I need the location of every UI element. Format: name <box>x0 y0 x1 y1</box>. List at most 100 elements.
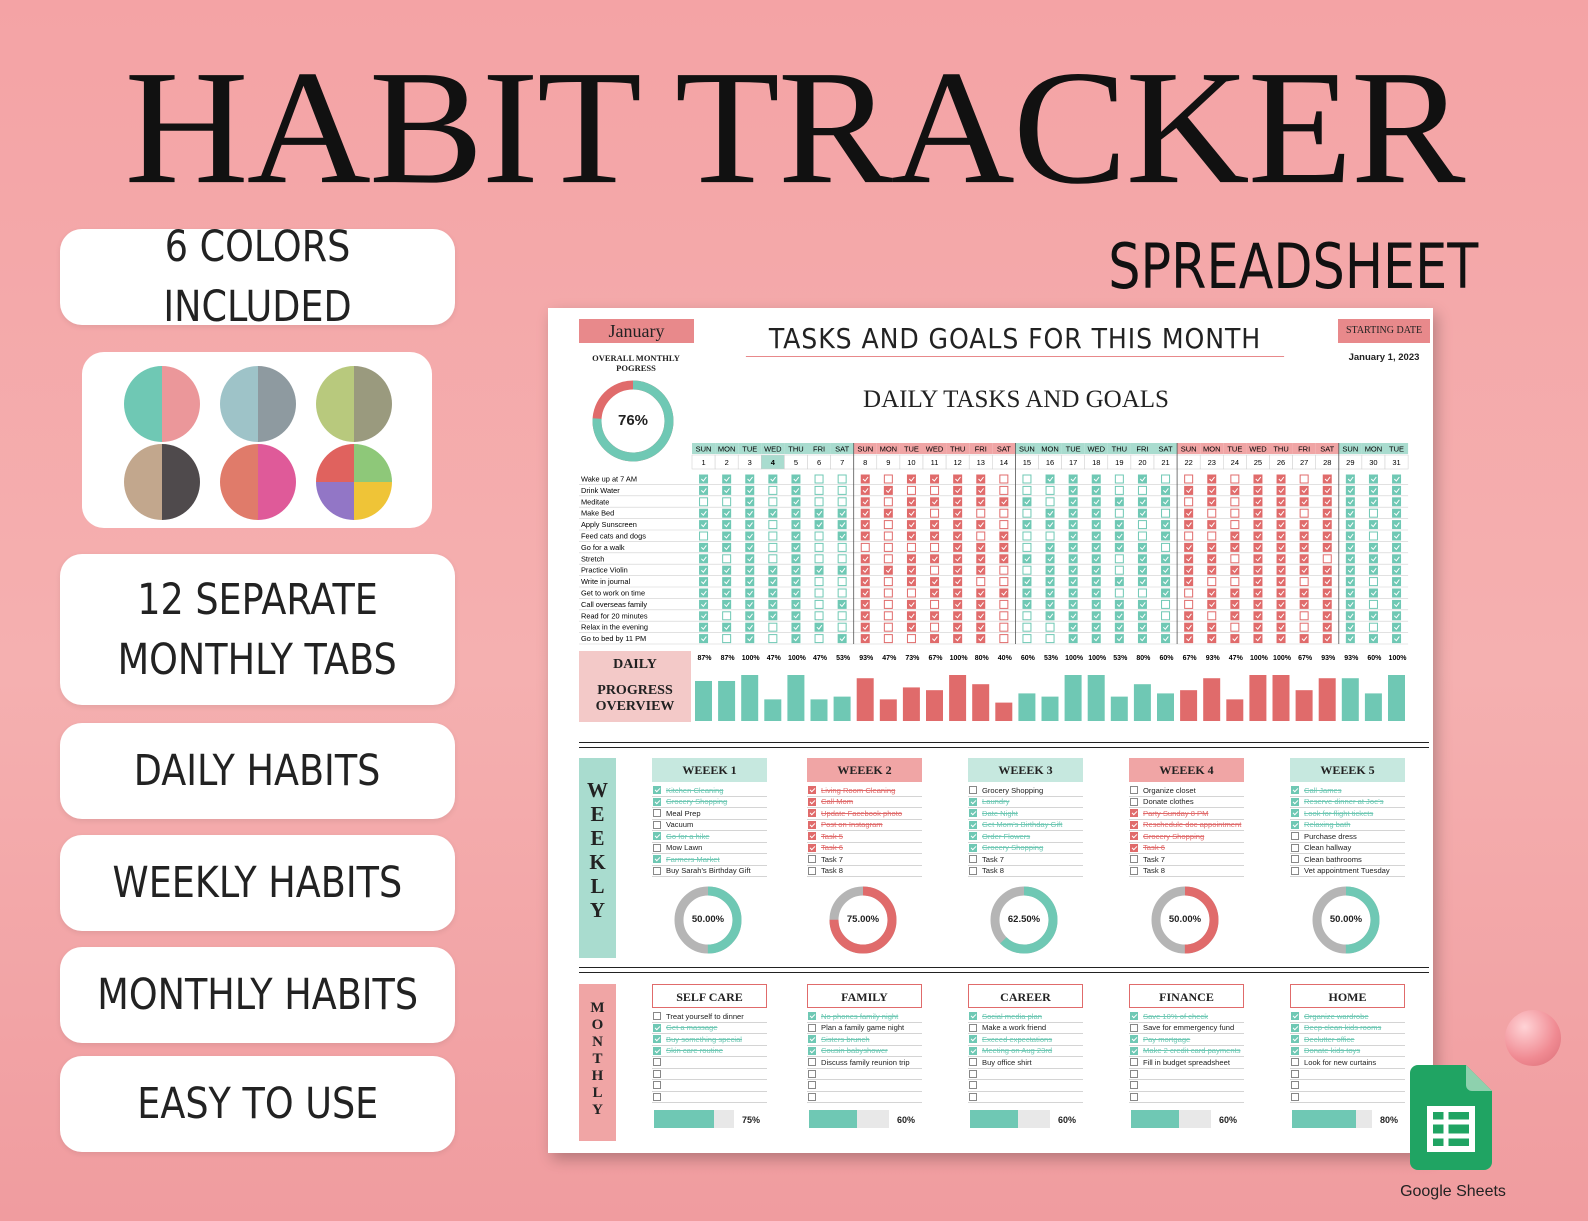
habit-checkbox[interactable] <box>1276 577 1286 587</box>
habit-checkbox[interactable] <box>1068 634 1078 644</box>
habit-checkbox[interactable] <box>1253 542 1263 552</box>
habit-checkbox[interactable] <box>1345 611 1355 621</box>
habit-checkbox[interactable] <box>1230 497 1240 507</box>
habit-checkbox[interactable] <box>1392 611 1402 621</box>
habit-checkbox[interactable] <box>1184 554 1194 564</box>
habit-checkbox[interactable] <box>1184 588 1194 598</box>
habit-checkbox[interactable] <box>837 497 847 507</box>
habit-checkbox[interactable] <box>1230 577 1240 587</box>
habit-checkbox[interactable] <box>768 634 778 644</box>
habit-checkbox[interactable] <box>1137 634 1147 644</box>
habit-checkbox[interactable] <box>906 634 916 644</box>
habit-checkbox[interactable] <box>1345 508 1355 518</box>
habit-checkbox[interactable] <box>1368 542 1378 552</box>
goal-checkbox[interactable] <box>1130 1092 1138 1101</box>
habit-checkbox[interactable] <box>906 611 916 621</box>
habit-checkbox[interactable] <box>1392 497 1402 507</box>
habit-checkbox[interactable] <box>1114 531 1124 541</box>
goal-checkbox[interactable] <box>808 1092 816 1101</box>
task-row[interactable]: Grocery Shopping <box>968 785 1083 797</box>
habit-checkbox[interactable] <box>722 611 732 621</box>
habit-checkbox[interactable] <box>976 577 986 587</box>
habit-checkbox[interactable] <box>1068 611 1078 621</box>
habit-checkbox[interactable] <box>953 485 963 495</box>
habit-checkbox[interactable] <box>906 599 916 609</box>
goal-checkbox[interactable] <box>808 1023 816 1032</box>
habit-checkbox[interactable] <box>1161 520 1171 530</box>
habit-checkbox[interactable] <box>883 485 893 495</box>
habit-checkbox[interactable] <box>860 497 870 507</box>
habit-checkbox[interactable] <box>1322 485 1332 495</box>
habit-checkbox[interactable] <box>722 599 732 609</box>
task-row[interactable]: Relaxing bath <box>1290 820 1405 831</box>
task-row[interactable]: Vet appointment Tuesday <box>1290 866 1405 877</box>
habit-checkbox[interactable] <box>1345 474 1355 484</box>
habit-checkbox[interactable] <box>906 474 916 484</box>
habit-checkbox[interactable] <box>1184 520 1194 530</box>
task-checkbox[interactable] <box>808 855 816 864</box>
habit-checkbox[interactable] <box>1114 542 1124 552</box>
habit-checkbox[interactable] <box>1253 577 1263 587</box>
habit-checkbox[interactable] <box>745 485 755 495</box>
habit-checkbox[interactable] <box>1207 588 1217 598</box>
task-checkbox[interactable] <box>808 786 816 795</box>
habit-checkbox[interactable] <box>1091 520 1101 530</box>
habit-checkbox[interactable] <box>999 497 1009 507</box>
habit-checkbox[interactable] <box>745 577 755 587</box>
habit-checkbox[interactable] <box>1161 588 1171 598</box>
habit-checkbox[interactable] <box>1022 622 1032 632</box>
task-row[interactable]: Call James <box>1290 785 1405 797</box>
habit-checkbox[interactable] <box>1253 531 1263 541</box>
habit-checkbox[interactable] <box>791 611 801 621</box>
habit-checkbox[interactable] <box>1345 531 1355 541</box>
task-row[interactable]: Post on Instagram <box>807 820 922 831</box>
habit-checkbox[interactable] <box>1184 497 1194 507</box>
habit-checkbox[interactable] <box>1161 554 1171 564</box>
task-checkbox[interactable] <box>1291 855 1299 864</box>
task-row[interactable]: Laundry <box>968 797 1083 808</box>
habit-checkbox[interactable] <box>976 542 986 552</box>
habit-checkbox[interactable] <box>1091 497 1101 507</box>
habit-checkbox[interactable] <box>1322 554 1332 564</box>
habit-checkbox[interactable] <box>1299 474 1309 484</box>
habit-checkbox[interactable] <box>1068 508 1078 518</box>
goal-row[interactable]: Make 2 credit card payments <box>1129 1046 1244 1057</box>
habit-checkbox[interactable] <box>768 520 778 530</box>
goal-checkbox[interactable] <box>1130 1058 1138 1067</box>
habit-checkbox[interactable] <box>1345 599 1355 609</box>
habit-checkbox[interactable] <box>1368 474 1378 484</box>
habit-checkbox[interactable] <box>1345 577 1355 587</box>
habit-checkbox[interactable] <box>1091 599 1101 609</box>
goal-row[interactable]: Declutter office <box>1290 1034 1405 1046</box>
habit-checkbox[interactable] <box>1392 520 1402 530</box>
habit-checkbox[interactable] <box>1207 599 1217 609</box>
habit-checkbox[interactable] <box>791 588 801 598</box>
task-row[interactable]: Task 5 <box>807 831 922 843</box>
habit-checkbox[interactable] <box>745 588 755 598</box>
habit-checkbox[interactable] <box>814 508 824 518</box>
habit-checkbox[interactable] <box>1137 565 1147 575</box>
task-checkbox[interactable] <box>969 786 977 795</box>
task-checkbox[interactable] <box>969 866 977 875</box>
habit-checkbox[interactable] <box>930 485 940 495</box>
task-row[interactable]: Living Room Cleaning <box>807 785 922 797</box>
habit-checkbox[interactable] <box>1207 508 1217 518</box>
task-row[interactable]: Task 8 <box>1129 866 1244 877</box>
habit-checkbox[interactable] <box>1207 474 1217 484</box>
goal-row[interactable]: Social media plan <box>968 1011 1083 1023</box>
task-checkbox[interactable] <box>808 866 816 875</box>
habit-checkbox[interactable] <box>999 634 1009 644</box>
habit-checkbox[interactable] <box>883 611 893 621</box>
habit-checkbox[interactable] <box>1392 474 1402 484</box>
habit-checkbox[interactable] <box>722 520 732 530</box>
habit-checkbox[interactable] <box>791 599 801 609</box>
habit-checkbox[interactable] <box>837 588 847 598</box>
task-checkbox[interactable] <box>1291 843 1299 852</box>
task-checkbox[interactable] <box>653 797 661 806</box>
habit-checkbox[interactable] <box>1276 542 1286 552</box>
habit-checkbox[interactable] <box>860 474 870 484</box>
goal-row[interactable]: Fill in budget spreadsheet <box>1129 1057 1244 1069</box>
goal-checkbox[interactable] <box>808 1081 816 1090</box>
habit-checkbox[interactable] <box>1137 577 1147 587</box>
habit-checkbox[interactable] <box>883 588 893 598</box>
